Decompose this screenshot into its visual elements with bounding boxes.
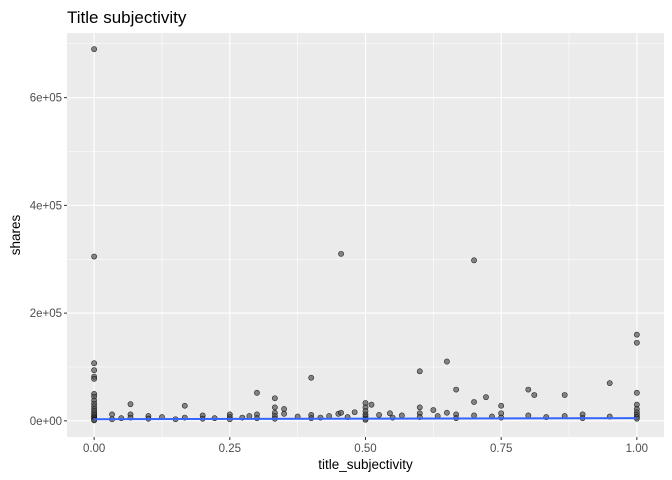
data-point: [525, 412, 532, 419]
y-tick-label: 4e+05: [30, 200, 62, 212]
data-point: [181, 402, 188, 409]
data-point: [633, 339, 640, 346]
data-point: [351, 409, 358, 416]
y-axis-title: shares: [8, 214, 23, 255]
y-tick-label: 0e+00: [30, 416, 62, 428]
data-point: [281, 410, 287, 417]
x-tick-label: 1.00: [626, 443, 648, 455]
data-point: [338, 409, 344, 416]
data-point: [471, 399, 477, 405]
data-point: [246, 413, 253, 419]
x-tick-label: 0.75: [490, 443, 512, 455]
data-point: [338, 250, 344, 257]
axis-ticks: 0.00 0.25 0.50 0.75 1.00 0e+00 2e+05 4e+05 6e+05: [30, 93, 648, 455]
data-point: [91, 375, 98, 382]
data-point: [483, 394, 489, 401]
data-point: [91, 253, 98, 260]
data-point: [498, 402, 505, 409]
data-point: [633, 331, 640, 338]
x-tick-label: 0.50: [354, 443, 376, 455]
trend-line-group: [94, 417, 637, 421]
data-point: [271, 395, 278, 402]
data-point: [127, 401, 134, 408]
data-point: [531, 392, 538, 398]
x-tick-label: 0.00: [83, 443, 105, 455]
data-point: [444, 409, 450, 416]
data-point: [91, 367, 98, 374]
data-point: [281, 406, 287, 412]
data-point: [444, 358, 450, 365]
data-point: [416, 368, 423, 375]
y-tick-label: 2e+05: [30, 308, 62, 320]
data-point: [376, 412, 382, 418]
data-point: [525, 386, 532, 393]
data-point: [271, 404, 278, 411]
data-point: [561, 392, 568, 398]
data-point: [308, 374, 315, 381]
data-point: [606, 380, 613, 387]
trend-line: [94, 417, 637, 421]
data-point: [387, 410, 393, 417]
data-point: [109, 411, 115, 418]
data-point: [254, 389, 260, 396]
data-point: [91, 46, 98, 53]
data-point: [471, 257, 477, 264]
data-point: [453, 386, 460, 393]
data-point: [633, 389, 640, 396]
data-point: [416, 404, 423, 411]
y-tick-label: 6e+05: [30, 93, 62, 105]
data-point: [91, 360, 98, 367]
x-tick-label: 0.25: [219, 443, 241, 455]
data-point: [471, 412, 477, 419]
x-axis-title: title_subjectivity: [318, 457, 413, 472]
data-point: [368, 401, 375, 408]
data-point: [430, 407, 437, 413]
chart-title: Title subjectivity: [67, 8, 187, 27]
data-point: [398, 412, 405, 419]
